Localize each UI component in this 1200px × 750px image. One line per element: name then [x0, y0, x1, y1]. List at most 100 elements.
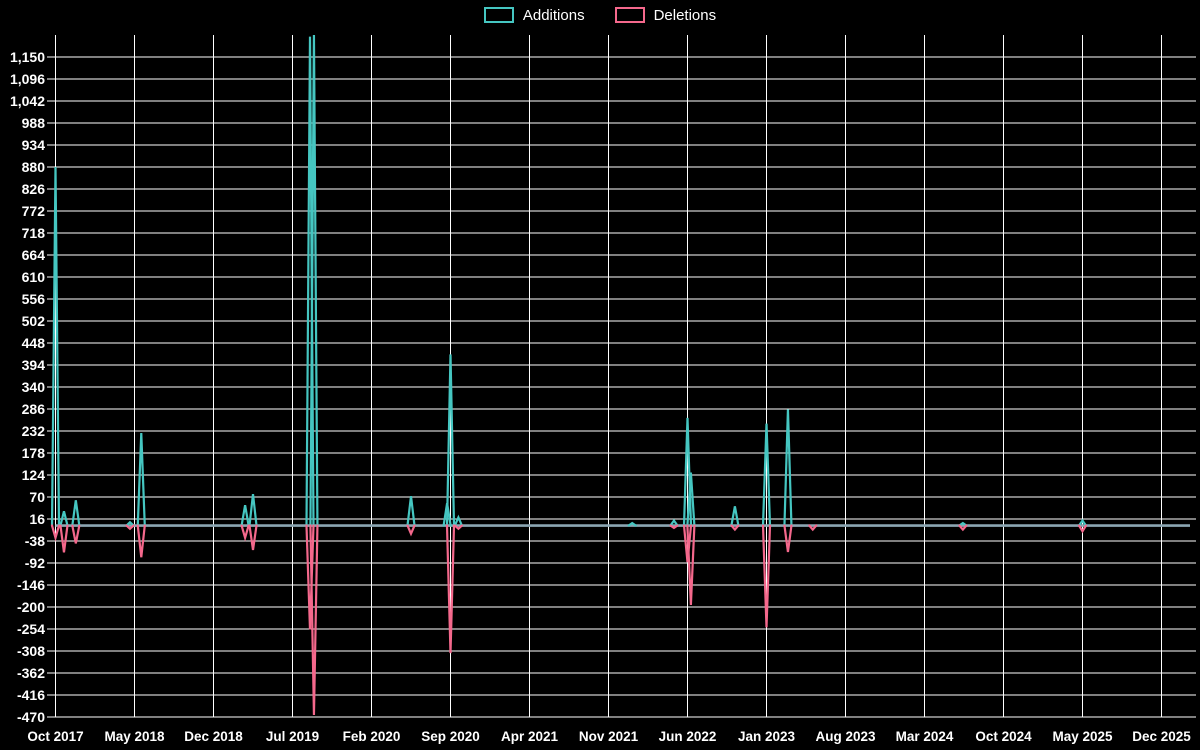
y-tick-label: 178 — [22, 445, 46, 461]
y-tick-label: 340 — [22, 379, 46, 395]
x-tick-label: Aug 2023 — [815, 729, 876, 744]
spike-deletions — [50, 524, 61, 542]
y-tick-label: -254 — [17, 621, 45, 637]
spike-deletions — [125, 524, 135, 531]
x-tick-label: Sep 2020 — [421, 729, 480, 744]
y-tick-label: 664 — [22, 247, 46, 263]
spike-deletions — [682, 524, 693, 563]
y-tick-label: -92 — [25, 555, 45, 571]
spike-additions — [445, 354, 456, 527]
spike-deletions — [453, 524, 463, 531]
legend-swatch-additions-icon — [483, 7, 514, 23]
y-tick-label: -308 — [17, 643, 45, 659]
x-tick-label: May 2025 — [1052, 729, 1113, 744]
x-tick-label: Jun 2022 — [659, 729, 717, 744]
spike-deletions — [240, 524, 250, 542]
y-tick-label: 1,042 — [10, 93, 45, 109]
y-tick-label: 232 — [22, 423, 46, 439]
legend-item-additions[interactable]: Additions — [483, 7, 585, 23]
y-tick-label: 772 — [22, 203, 46, 219]
x-tick-label: Nov 2021 — [579, 729, 639, 744]
x-tick-label: Mar 2024 — [896, 729, 954, 744]
spike-deletions — [808, 524, 818, 532]
y-tick-label: 448 — [22, 335, 46, 351]
x-axis-labels: Oct 2017 May 2018 Dec 2018 Jul 2019 Feb 2020… — [27, 729, 1191, 744]
spike-deletions — [730, 524, 740, 532]
y-tick-label: 934 — [22, 137, 46, 153]
spike-additions — [136, 432, 146, 527]
y-tick-label: -200 — [17, 599, 45, 615]
y-tick-label: -146 — [17, 577, 45, 593]
y-tick-label: 826 — [22, 181, 46, 197]
spike-additions — [309, 35, 319, 527]
y-tick-label: 610 — [22, 269, 46, 285]
spike-deletions — [958, 524, 968, 532]
spike-deletions — [783, 524, 793, 553]
spike-additions — [730, 506, 740, 527]
spike-additions — [71, 500, 81, 527]
y-tick-label: 502 — [22, 313, 46, 329]
spike-deletions — [309, 524, 319, 715]
spike-additions — [761, 423, 772, 527]
y-tick-label: 880 — [22, 159, 46, 175]
y-tick-label: 124 — [22, 467, 46, 483]
x-tick-label: Oct 2017 — [27, 729, 83, 744]
spike-additions — [669, 518, 679, 527]
series-deletions — [50, 524, 1088, 715]
spike-deletions — [406, 524, 416, 537]
x-tick-label: Jan 2023 — [738, 729, 796, 744]
spike-additions — [1077, 518, 1088, 527]
spike-additions — [240, 504, 250, 527]
spike-deletions — [669, 524, 679, 530]
x-tick-label: Oct 2024 — [975, 729, 1032, 744]
y-tick-label: 988 — [22, 115, 46, 131]
spike-deletions — [686, 524, 696, 606]
y-tick-label: 70 — [29, 489, 45, 505]
y-tick-label: -362 — [17, 665, 45, 681]
y-tick-label: 1,150 — [10, 49, 45, 65]
spike-deletions — [71, 524, 81, 544]
spike-additions — [59, 510, 69, 527]
x-tick-label: Jul 2019 — [266, 729, 319, 744]
spike-additions — [453, 514, 463, 527]
x-tick-label: Dec 2018 — [184, 729, 243, 744]
spike-additions — [50, 166, 61, 527]
horizontal-gridlines — [47, 56, 1196, 718]
y-tick-label: 556 — [22, 291, 46, 307]
y-tick-label: 286 — [22, 401, 46, 417]
spike-deletions — [59, 524, 69, 553]
vertical-gridlines — [55, 35, 1162, 717]
y-axis-labels: 1,150 1,096 1,042 988 934 880 826 772 718 664 610 5… — [10, 49, 45, 725]
y-tick-label: -416 — [17, 687, 45, 703]
x-tick-label: Feb 2020 — [343, 729, 401, 744]
legend-label-deletions: Deletions — [653, 6, 717, 24]
spike-additions — [125, 520, 135, 527]
series-layer — [50, 35, 1088, 715]
spike-deletions — [761, 524, 772, 628]
legend-item-deletions[interactable]: Deletions — [614, 6, 717, 24]
spike-deletions — [445, 524, 456, 654]
spike-deletions — [136, 524, 146, 558]
x-tick-label: Apr 2021 — [501, 729, 559, 744]
y-tick-label: -470 — [17, 709, 45, 725]
spike-additions — [783, 409, 793, 527]
y-tick-label: 718 — [22, 225, 46, 241]
y-tick-label: 16 — [29, 511, 45, 527]
spike-additions — [686, 472, 696, 527]
x-tick-label: Dec 2025 — [1132, 729, 1191, 744]
spike-deletions — [248, 524, 258, 551]
chart-legend: Additions Deletions — [0, 7, 1200, 23]
spike-deletions — [305, 524, 315, 630]
spike-additions — [406, 496, 416, 527]
y-tick-label: 394 — [22, 357, 46, 373]
y-tick-label: -38 — [25, 533, 45, 549]
spike-additions — [627, 521, 637, 527]
spike-additions — [958, 521, 968, 527]
x-tick-label: May 2018 — [104, 729, 165, 744]
legend-swatch-deletions-icon — [614, 7, 645, 23]
spike-additions — [248, 494, 258, 527]
y-tick-label: 1,096 — [10, 71, 45, 87]
spike-deletions — [1077, 524, 1088, 534]
